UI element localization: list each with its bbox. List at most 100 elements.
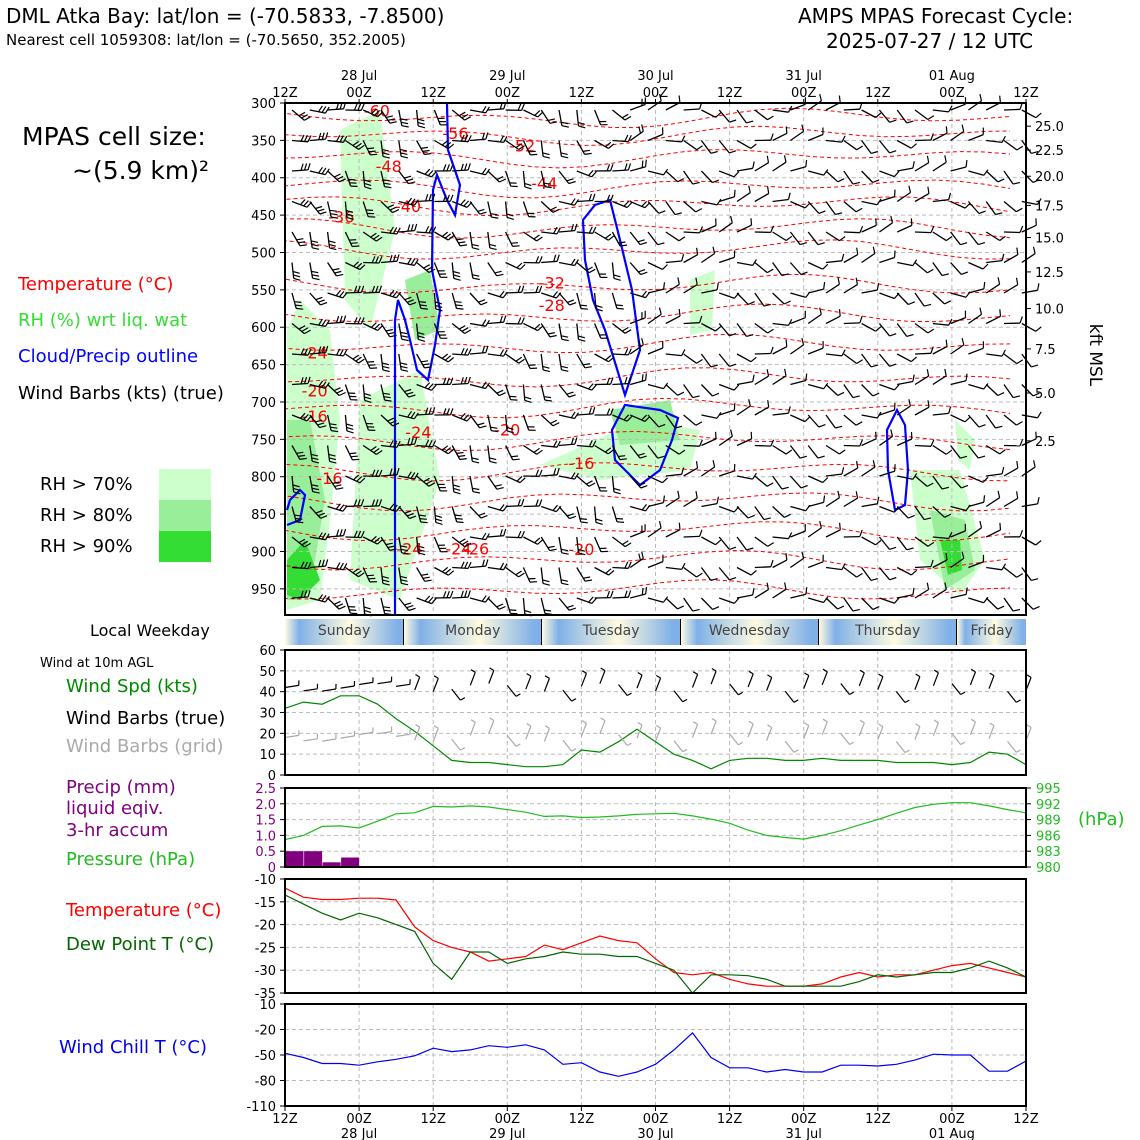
wind-barb bbox=[433, 292, 437, 309]
wind-barb bbox=[362, 231, 377, 242]
wind-barb bbox=[665, 315, 681, 325]
wind-barb bbox=[291, 169, 309, 172]
wind-barb-flag bbox=[752, 472, 757, 480]
wind-barb-flag bbox=[481, 132, 485, 140]
wind-barb bbox=[469, 475, 474, 492]
wind-barb-flag bbox=[368, 364, 376, 366]
wind-barb-flag bbox=[945, 339, 948, 347]
wind-barb bbox=[611, 445, 621, 460]
wind-barb-flag bbox=[406, 391, 414, 395]
wind-barb bbox=[843, 231, 860, 234]
wind-barb-flag bbox=[872, 179, 880, 184]
wind-barb bbox=[398, 384, 410, 398]
wind-barb-flag bbox=[343, 101, 347, 109]
wind-barb-flag bbox=[455, 304, 463, 307]
wind-barb bbox=[967, 201, 980, 214]
wind-barb-flag bbox=[746, 547, 754, 551]
wind-barb bbox=[1003, 597, 1014, 612]
wind-barb bbox=[309, 292, 321, 306]
isotherm-label: -60 bbox=[364, 101, 390, 120]
wind-barb-flag bbox=[304, 329, 311, 335]
wind-barb bbox=[380, 567, 384, 584]
wind-barb-flag bbox=[549, 334, 557, 338]
wind-barb bbox=[380, 505, 397, 513]
wind-barb bbox=[416, 383, 432, 391]
wind-barb bbox=[932, 346, 948, 355]
wind-barb-flag bbox=[324, 382, 330, 389]
isotherm bbox=[284, 179, 1011, 199]
wind-barb-flag bbox=[784, 513, 791, 518]
wind-barb-flag bbox=[876, 411, 882, 419]
kft-tick-label: 20.0 bbox=[1035, 170, 1064, 185]
wind-barb bbox=[825, 201, 836, 215]
wind-barb bbox=[576, 292, 582, 309]
wind-barb-flag bbox=[997, 490, 1001, 498]
wind-barb-flag bbox=[835, 425, 843, 429]
wind-barb bbox=[327, 321, 344, 325]
wind-barb-flag bbox=[729, 119, 737, 123]
wind-barb bbox=[914, 444, 932, 447]
wind-barb bbox=[380, 444, 397, 449]
wind-barb-flag bbox=[894, 384, 900, 391]
wind-barb-flag bbox=[315, 205, 323, 210]
wind-barb-flag bbox=[965, 587, 968, 595]
wind-barb-flag bbox=[346, 426, 354, 430]
wind-barb-flag bbox=[481, 319, 487, 326]
wind-barb bbox=[896, 292, 909, 305]
wind-barb-grid bbox=[488, 720, 495, 734]
wind-barb bbox=[540, 567, 544, 584]
wind-barb-grid bbox=[747, 723, 754, 738]
wind-barb-flag bbox=[747, 301, 755, 305]
wind-barb bbox=[736, 405, 751, 416]
wind-barb bbox=[754, 322, 768, 334]
wind-barb-flag bbox=[387, 331, 395, 335]
wind-barb-flag bbox=[342, 563, 348, 570]
wind-barb bbox=[861, 109, 877, 119]
wind-barb-flag bbox=[382, 152, 390, 156]
wind-barb-flag bbox=[767, 115, 774, 121]
wind-barb bbox=[1003, 254, 1019, 264]
wind-barb-flag bbox=[890, 429, 894, 437]
wind-barb-flag bbox=[342, 349, 348, 357]
wind-barb bbox=[487, 353, 504, 357]
weekday-tuesday: Tuesday bbox=[542, 619, 681, 645]
wind-barb-flag bbox=[1019, 529, 1024, 538]
wind-barb bbox=[558, 170, 570, 185]
wind-barb-flag bbox=[889, 333, 897, 337]
wind-barb-flag bbox=[367, 361, 375, 363]
bottom-time-label: 12Z bbox=[717, 1112, 743, 1127]
wind-barb bbox=[398, 261, 415, 266]
y-tick-label: 10 bbox=[259, 748, 276, 763]
wind-barb-flag bbox=[729, 546, 737, 550]
wind-barb-flag bbox=[409, 515, 417, 520]
wind-barb-flag bbox=[325, 345, 329, 353]
wind-barb-flag bbox=[454, 301, 462, 303]
cell-size-label: MPAS cell size: bbox=[22, 122, 206, 151]
wind-barb-flag bbox=[460, 561, 465, 569]
wind-barb-flag bbox=[801, 551, 805, 559]
wind-barb-flag bbox=[906, 120, 914, 124]
wind-barb-flag bbox=[837, 391, 845, 396]
wind-barb bbox=[968, 597, 984, 604]
wind-barb bbox=[291, 353, 309, 356]
wind-barb-flag bbox=[499, 315, 503, 323]
wind-barb bbox=[825, 260, 842, 264]
wind-barb-true-flag bbox=[970, 668, 976, 673]
pressure-tick-label: 600 bbox=[251, 321, 276, 336]
wind-barb-flag bbox=[472, 277, 480, 281]
wind-barb-flag bbox=[319, 211, 327, 215]
wind-barb-flag bbox=[965, 291, 971, 298]
wind-barb-flag bbox=[624, 376, 628, 384]
wind-barb bbox=[772, 412, 789, 416]
wind-barb bbox=[327, 139, 344, 143]
wind-barb-flag bbox=[303, 413, 309, 421]
wind-barb bbox=[683, 384, 694, 398]
wind-barb bbox=[345, 353, 359, 364]
cross-section-frame bbox=[284, 102, 1027, 616]
rh-area bbox=[287, 420, 325, 600]
wind-barb-flag bbox=[418, 514, 426, 517]
wind-barb bbox=[576, 109, 580, 126]
wind-barb-true bbox=[359, 681, 373, 686]
wind-barb-flag bbox=[586, 266, 593, 272]
wind-barb-true bbox=[821, 671, 828, 686]
